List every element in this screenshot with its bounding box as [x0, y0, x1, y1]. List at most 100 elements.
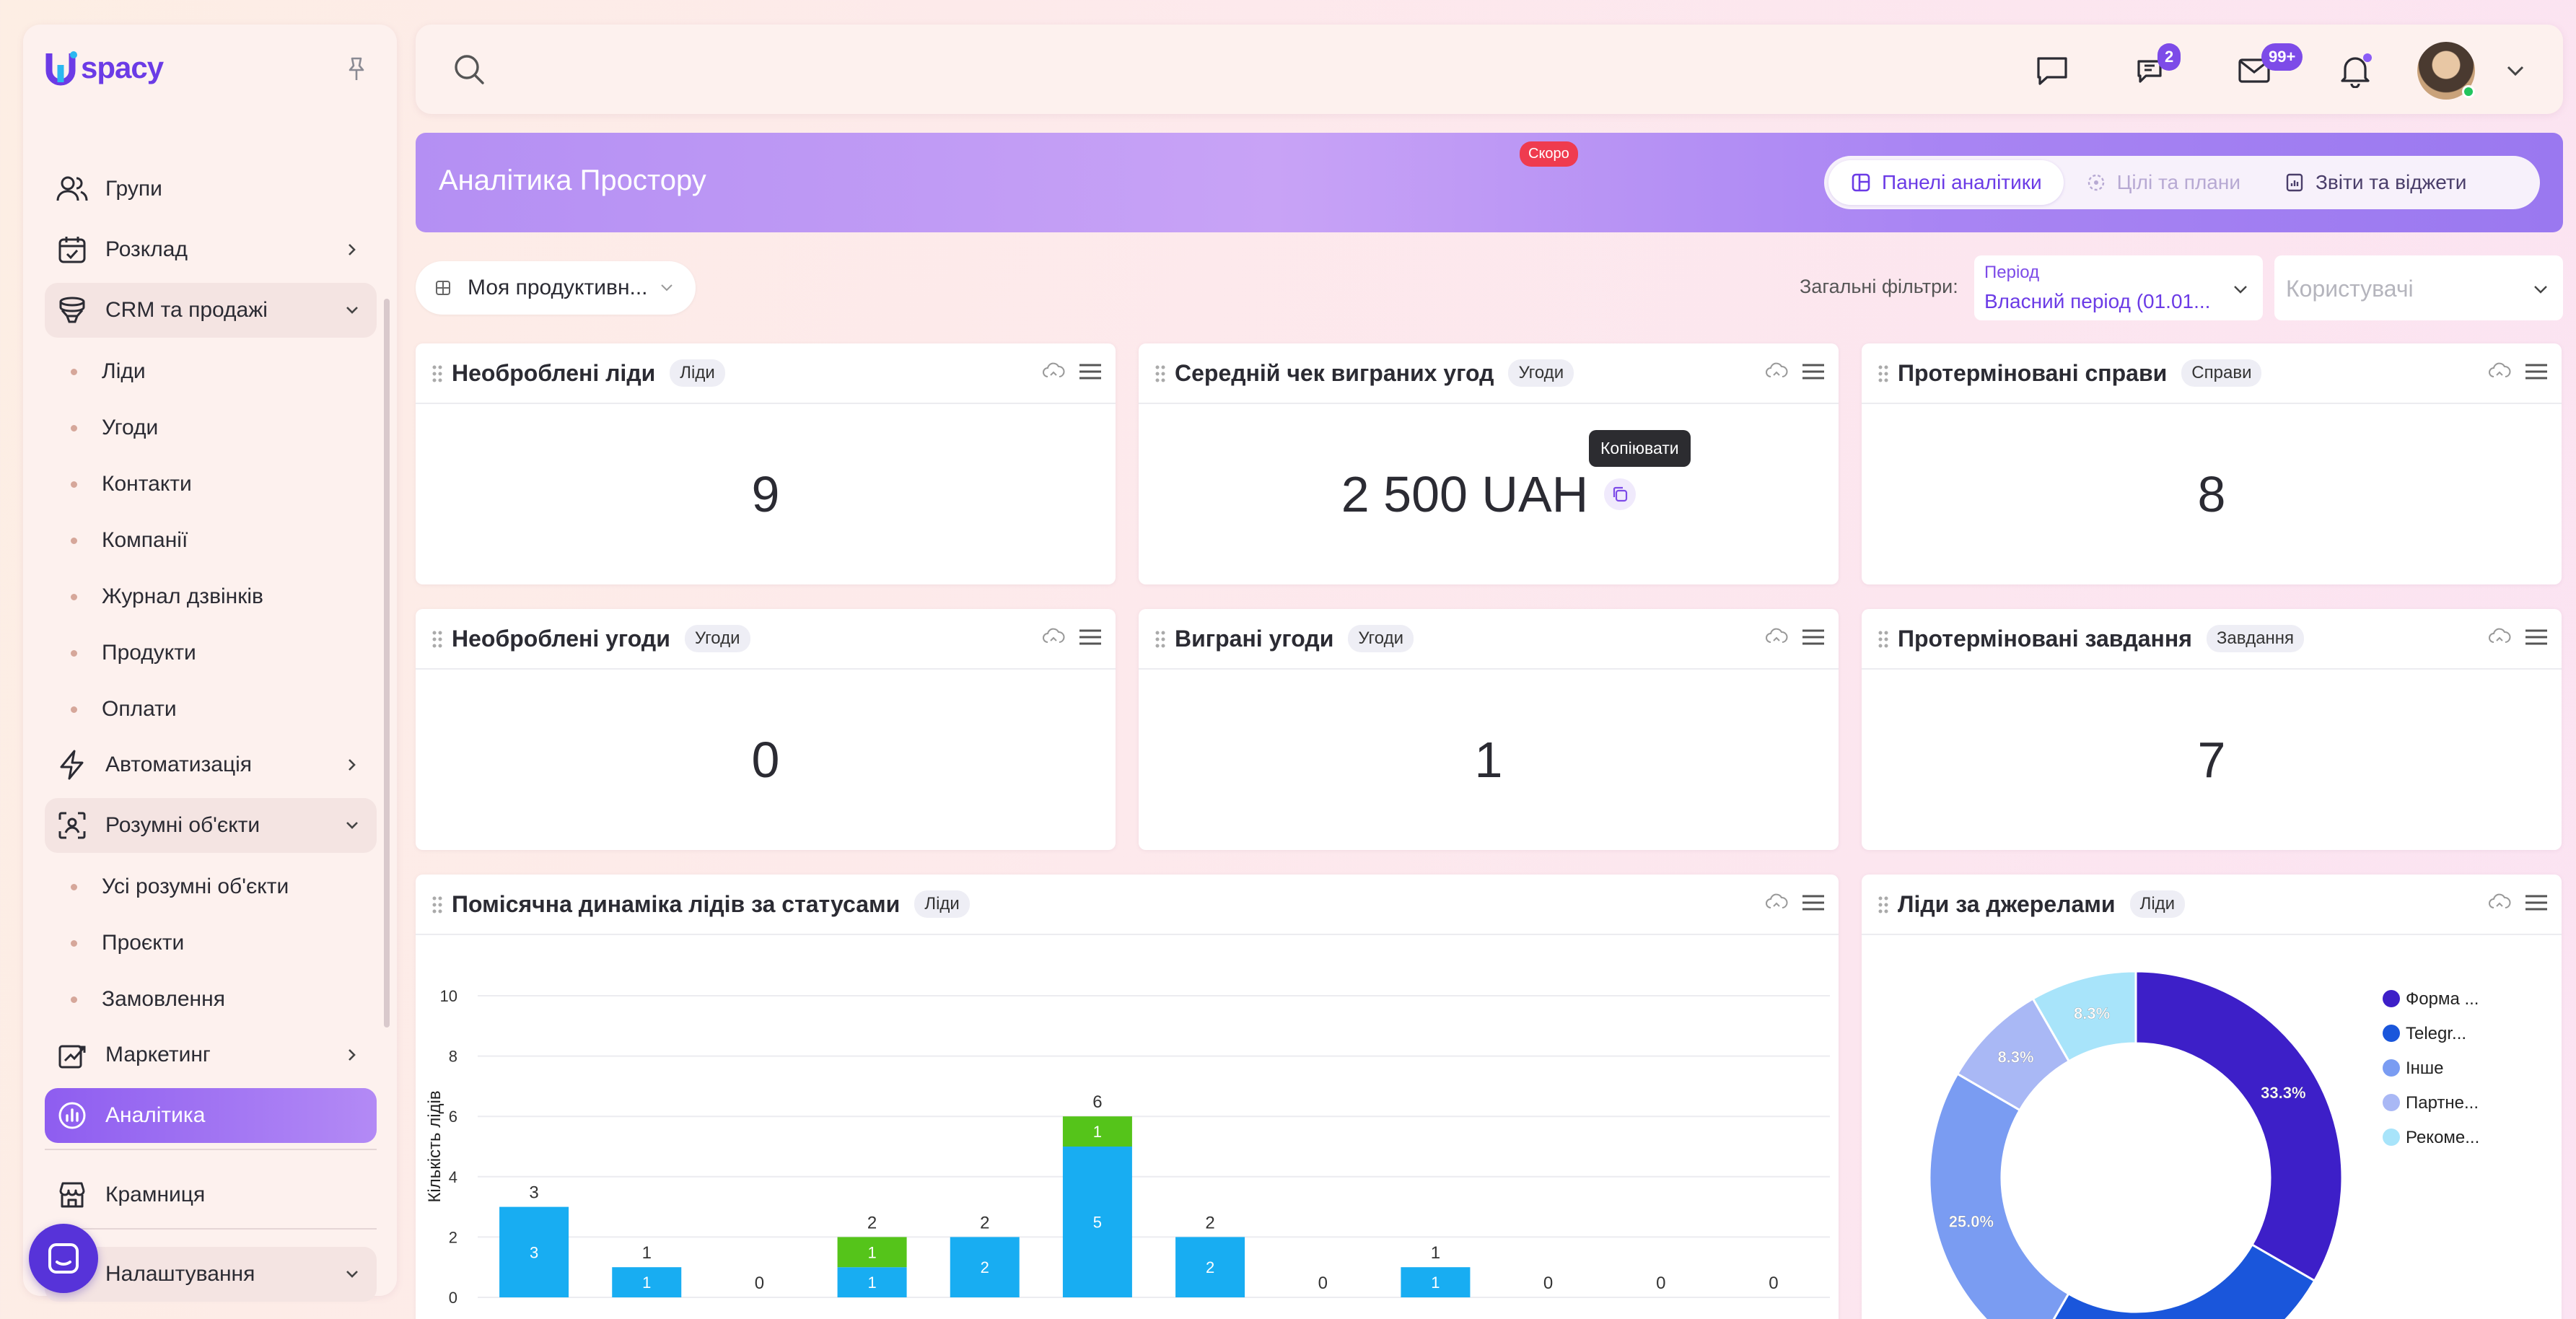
- widget-title: Ліди за джерелами: [1898, 890, 2116, 917]
- sidebar-subitem-projects[interactable]: Проєкти: [45, 915, 377, 971]
- drag-handle-icon[interactable]: [1876, 364, 1891, 384]
- sidebar-item-analytics[interactable]: Аналітика: [45, 1088, 377, 1143]
- sidebar-subitem-leads[interactable]: Ліди: [45, 343, 377, 400]
- tab-label: Звіти та віджети: [2315, 171, 2467, 193]
- legend-label[interactable]: Telegr...: [2406, 1024, 2466, 1043]
- sidebar-item-automation[interactable]: Автоматизація: [45, 737, 377, 792]
- period-select[interactable]: Період Власний період (01.01...: [1974, 255, 2263, 320]
- sidebar-item-label: Аналітика: [105, 1103, 206, 1127]
- bullet-dot: [71, 996, 77, 1003]
- bar-total-label: 2: [980, 1213, 989, 1232]
- bar-segment[interactable]: [837, 1267, 907, 1297]
- donut-slice[interactable]: [1928, 1072, 2070, 1319]
- widget-title: Протерміновані завдання: [1898, 625, 2192, 652]
- mail-icon[interactable]: 99+: [2234, 43, 2303, 91]
- menu-icon[interactable]: [1078, 362, 1103, 381]
- sidebar-item-schedule[interactable]: Розклад: [45, 222, 377, 277]
- widget-title: Необроблені ліди: [452, 359, 656, 386]
- tab-goals[interactable]: Цілі та плани: [2064, 160, 2262, 205]
- tab-reports[interactable]: Звіти та віджети: [2262, 160, 2488, 205]
- bar-segment[interactable]: [837, 1237, 907, 1268]
- cloud-sync-icon[interactable]: [1765, 893, 1788, 912]
- menu-icon[interactable]: [2524, 893, 2549, 912]
- bar-segment[interactable]: [1062, 1147, 1132, 1297]
- page-title: Аналітика Простору: [439, 165, 706, 196]
- bar-total-label: 2: [1205, 1213, 1214, 1232]
- sidebar-item-groups[interactable]: Групи: [45, 162, 377, 216]
- menu-icon[interactable]: [1078, 628, 1103, 647]
- drag-handle-icon[interactable]: [1876, 629, 1891, 649]
- cloud-sync-icon[interactable]: [2488, 362, 2511, 381]
- cloud-sync-icon[interactable]: [1042, 628, 1065, 647]
- drag-handle-icon[interactable]: [1153, 364, 1167, 384]
- tab-dashboards[interactable]: Панелі аналітики: [1828, 160, 2064, 205]
- menu-icon[interactable]: [1801, 362, 1826, 381]
- message-icon[interactable]: [2032, 51, 2072, 91]
- sidebar-subitem-companies[interactable]: Компанії: [45, 512, 377, 569]
- sidebar-subitem-orders[interactable]: Замовлення: [45, 971, 377, 1027]
- avatar[interactable]: [2417, 42, 2475, 100]
- drag-handle-icon[interactable]: [1876, 895, 1891, 915]
- bar-segment[interactable]: [612, 1267, 682, 1297]
- menu-icon[interactable]: [2524, 628, 2549, 647]
- bar-segment[interactable]: [1062, 1116, 1132, 1147]
- menu-icon[interactable]: [1801, 628, 1826, 647]
- cloud-sync-icon[interactable]: [2488, 893, 2511, 912]
- sidebar-item-store[interactable]: Крамниця: [45, 1167, 377, 1222]
- bar-total-label: 0: [1656, 1274, 1665, 1293]
- cloud-sync-icon[interactable]: [1042, 362, 1065, 381]
- cloud-sync-icon[interactable]: [1765, 362, 1788, 381]
- general-filters-label: Загальні фільтри:: [1800, 276, 1958, 297]
- donut-slice[interactable]: [2134, 970, 2344, 1283]
- donut-slice[interactable]: [2031, 970, 2137, 1063]
- sidebar-subitem-deals[interactable]: Угоди: [45, 400, 377, 456]
- legend-label[interactable]: Інше: [2406, 1059, 2444, 1078]
- sidebar-subitem-products[interactable]: Продукти: [45, 625, 377, 681]
- logo[interactable]: spacy: [45, 49, 164, 87]
- cloud-sync-icon[interactable]: [1765, 628, 1788, 647]
- sidebar-item-settings[interactable]: Налаштування: [45, 1247, 377, 1302]
- support-chat-button[interactable]: [29, 1224, 98, 1293]
- bell-icon[interactable]: [2335, 51, 2375, 91]
- widget-monthly-leads-chart: Помісячна динаміка лідів за статусами Лі…: [416, 875, 1839, 1319]
- legend-label[interactable]: Партне...: [2406, 1093, 2479, 1113]
- sidebar-divider: [45, 1228, 377, 1230]
- sidebar-subitem-label: Продукти: [102, 641, 196, 665]
- drag-handle-icon[interactable]: [430, 895, 444, 915]
- menu-icon[interactable]: [1801, 893, 1826, 912]
- search-icon[interactable]: [452, 52, 486, 87]
- chevron-down-icon: [341, 814, 364, 837]
- sidebar-subitem-payments[interactable]: Оплати: [45, 681, 377, 737]
- sidebar-nav: Групи Розклад CRM та продажі Ліди Угоди …: [45, 162, 377, 1307]
- chats-icon[interactable]: 2: [2133, 43, 2181, 91]
- donut-slice[interactable]: [2033, 1243, 2316, 1319]
- drag-handle-icon[interactable]: [1153, 629, 1167, 649]
- menu-icon[interactable]: [2524, 362, 2549, 381]
- users-select[interactable]: Користувачі: [2274, 255, 2563, 320]
- sidebar-item-smart-objects[interactable]: Розумні об'єкти: [45, 798, 377, 853]
- sidebar-subitem-contacts[interactable]: Контакти: [45, 456, 377, 512]
- dashboard-select[interactable]: Моя продуктивн...: [416, 261, 696, 315]
- sidebar-subitem-call-log[interactable]: Журнал дзвінків: [45, 569, 377, 625]
- drag-handle-icon[interactable]: [430, 364, 444, 384]
- cloud-sync-icon[interactable]: [2488, 628, 2511, 647]
- sidebar-item-crm[interactable]: CRM та продажі: [45, 283, 377, 338]
- bar-segment-label: 1: [1093, 1123, 1102, 1141]
- legend-label[interactable]: Рекоме...: [2406, 1128, 2479, 1147]
- bar-segment[interactable]: [1401, 1267, 1471, 1297]
- bar-total-label: 0: [755, 1274, 764, 1293]
- sidebar-scrollbar[interactable]: [384, 299, 390, 1027]
- drag-handle-icon[interactable]: [430, 629, 444, 649]
- legend-label[interactable]: Форма ...: [2406, 989, 2479, 1009]
- pin-icon[interactable]: [341, 53, 372, 85]
- chevron-down-icon[interactable]: [2495, 51, 2536, 91]
- donut-slice-label: 8.3%: [2074, 1004, 2110, 1022]
- sidebar-item-marketing[interactable]: Маркетинг: [45, 1027, 377, 1082]
- copy-icon[interactable]: [1604, 478, 1637, 510]
- donut-slice-label: 33.3%: [2261, 1084, 2305, 1102]
- widget-title: Необроблені угоди: [452, 625, 670, 652]
- sidebar-subitem-all-smart-objects[interactable]: Усі розумні об'єкти: [45, 859, 377, 915]
- bar-segment[interactable]: [950, 1237, 1020, 1297]
- bar-segment[interactable]: [1175, 1237, 1245, 1297]
- bar-segment[interactable]: [499, 1206, 569, 1297]
